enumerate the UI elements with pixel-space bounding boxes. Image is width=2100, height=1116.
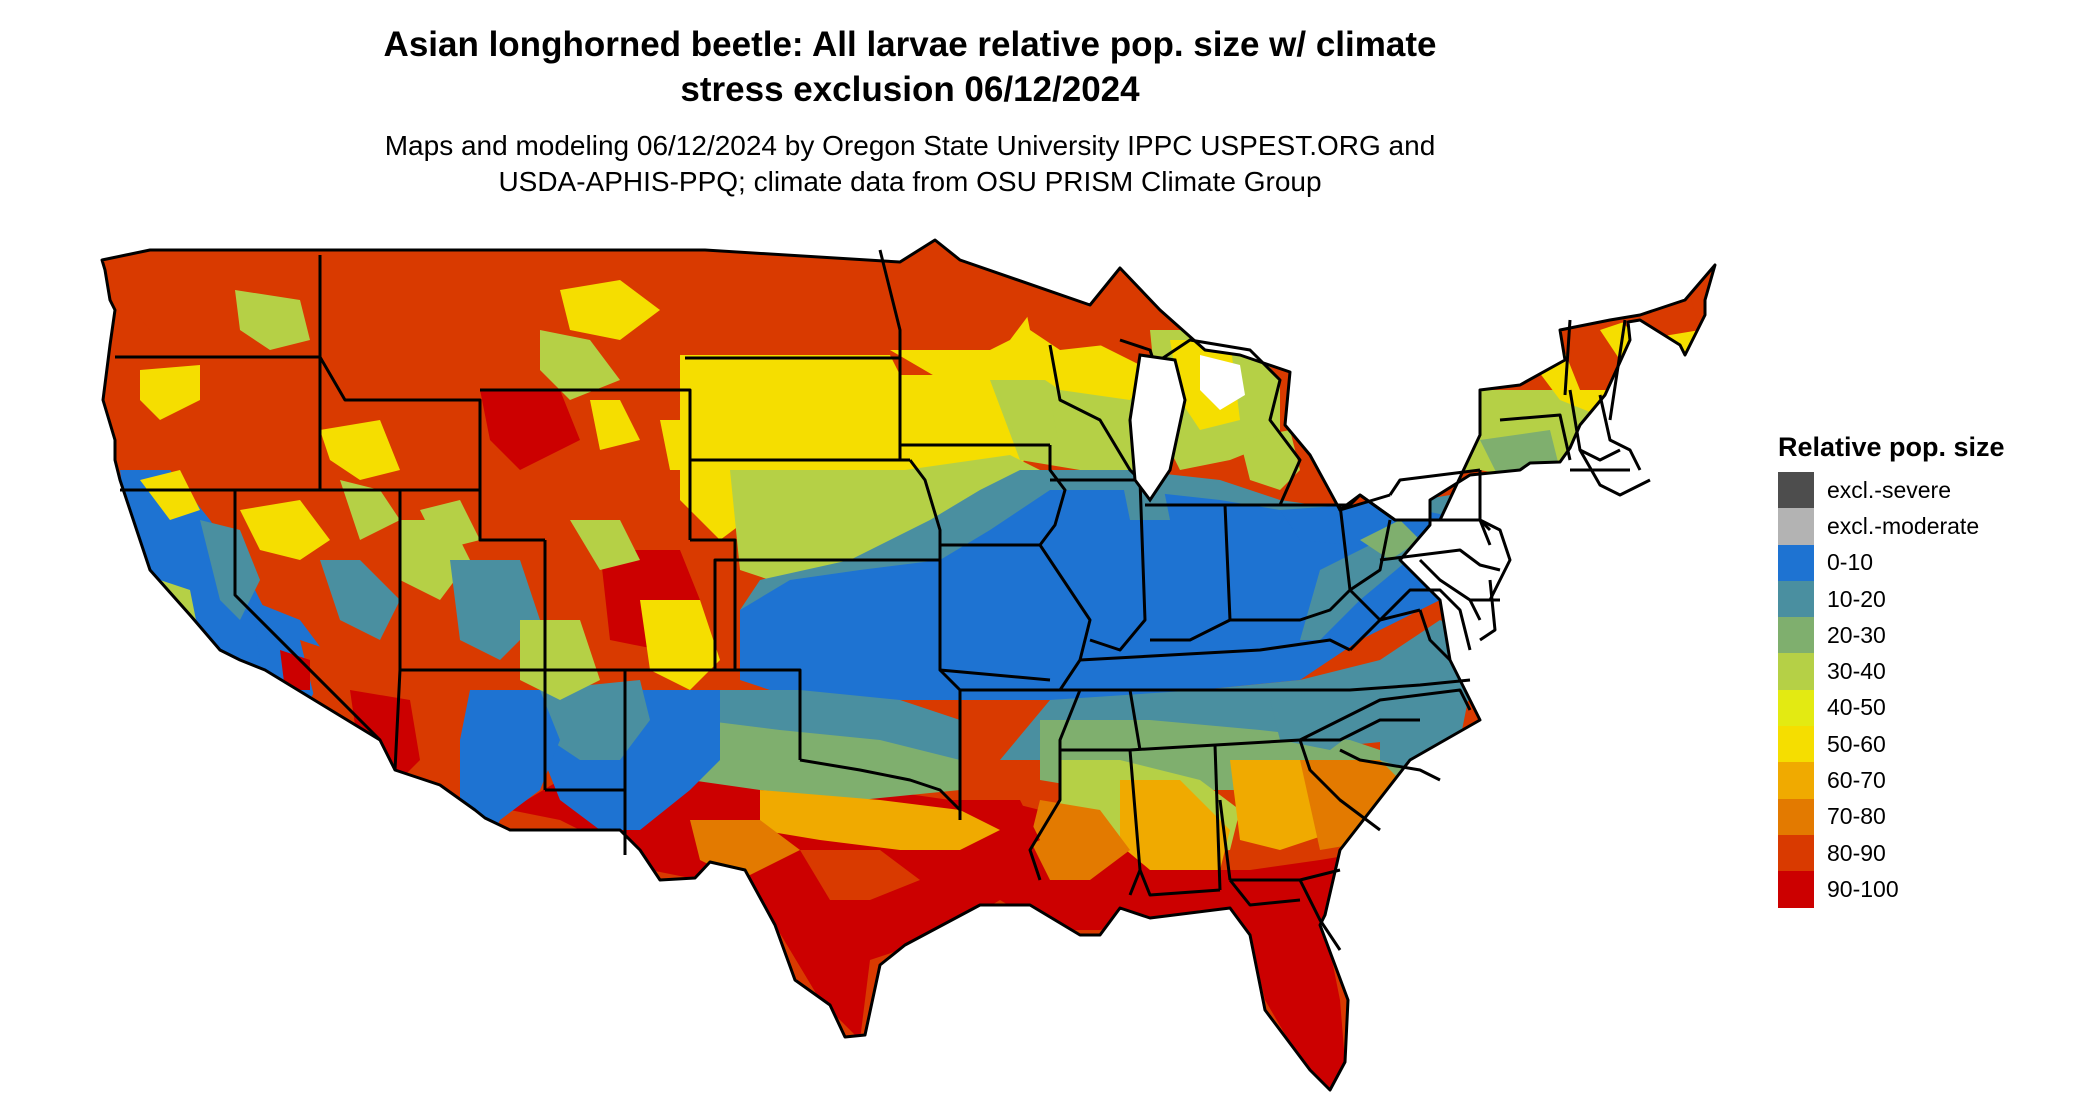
legend-swatch (1778, 689, 1814, 727)
legend-label: excl.-severe (1827, 476, 1951, 503)
legend-swatch (1778, 762, 1814, 799)
legend-swatch (1778, 653, 1814, 690)
legend-swatch (1778, 834, 1814, 872)
map-title: Asian longhorned beetle: All larvae rela… (300, 22, 1520, 112)
legend-item: 80-90 (1778, 834, 2088, 872)
legend-label: 90-100 (1827, 875, 1899, 902)
legend-swatch (1778, 580, 1814, 618)
legend-swatch (1778, 798, 1814, 835)
legend: Relative pop. size excl.-severe excl.-mod… (1778, 430, 2088, 908)
legend-label: 70-80 (1827, 803, 1886, 830)
legend-swatch (1778, 508, 1814, 545)
legend-swatch (1778, 871, 1814, 908)
legend-swatch (1778, 617, 1814, 654)
legend-label: 60-70 (1827, 767, 1886, 794)
legend-label: 20-30 (1827, 621, 1886, 648)
map-subtitle-line-2: USDA-APHIS-PPQ; climate data from OSU PR… (498, 166, 1322, 197)
legend-label: 30-40 (1827, 658, 1886, 685)
legend-label: 50-60 (1827, 730, 1886, 757)
legend-label: 40-50 (1827, 694, 1886, 721)
map-subtitle: Maps and modeling 06/12/2024 by Oregon S… (300, 128, 1520, 200)
legend-item: 20-30 (1778, 617, 2088, 654)
legend-label: excl.-moderate (1827, 512, 1980, 539)
legend-swatch (1778, 726, 1814, 763)
map-title-line-1: Asian longhorned beetle: All larvae rela… (383, 25, 1437, 64)
legend-label: 0-10 (1827, 549, 1874, 576)
legend-item: 40-50 (1778, 689, 2088, 727)
legend-title: Relative pop. size (1778, 432, 2005, 462)
map-title-line-2: stress exclusion 06/12/2024 (680, 70, 1140, 109)
legend-items: excl.-severe excl.-moderate 0-10 10-20 20-30… (1778, 472, 2088, 908)
map-subtitle-line-1: Maps and modeling 06/12/2024 by Oregon S… (384, 130, 1436, 161)
legend-label: 80-90 (1827, 839, 1886, 866)
legend-swatch (1778, 472, 1814, 509)
legend-item: 60-70 (1778, 762, 2088, 799)
legend-item: 90-100 (1778, 871, 2088, 908)
legend-item: 70-80 (1778, 798, 2088, 835)
legend-item: excl.-moderate (1778, 508, 2088, 545)
legend-swatch (1778, 544, 1814, 581)
legend-item: excl.-severe (1778, 472, 2088, 509)
legend-item: 0-10 (1778, 544, 2088, 581)
legend-item: 30-40 (1778, 653, 2088, 690)
legend-item: 10-20 (1778, 580, 2088, 618)
legend-label: 10-20 (1827, 585, 1886, 612)
legend-item: 50-60 (1778, 726, 2088, 763)
